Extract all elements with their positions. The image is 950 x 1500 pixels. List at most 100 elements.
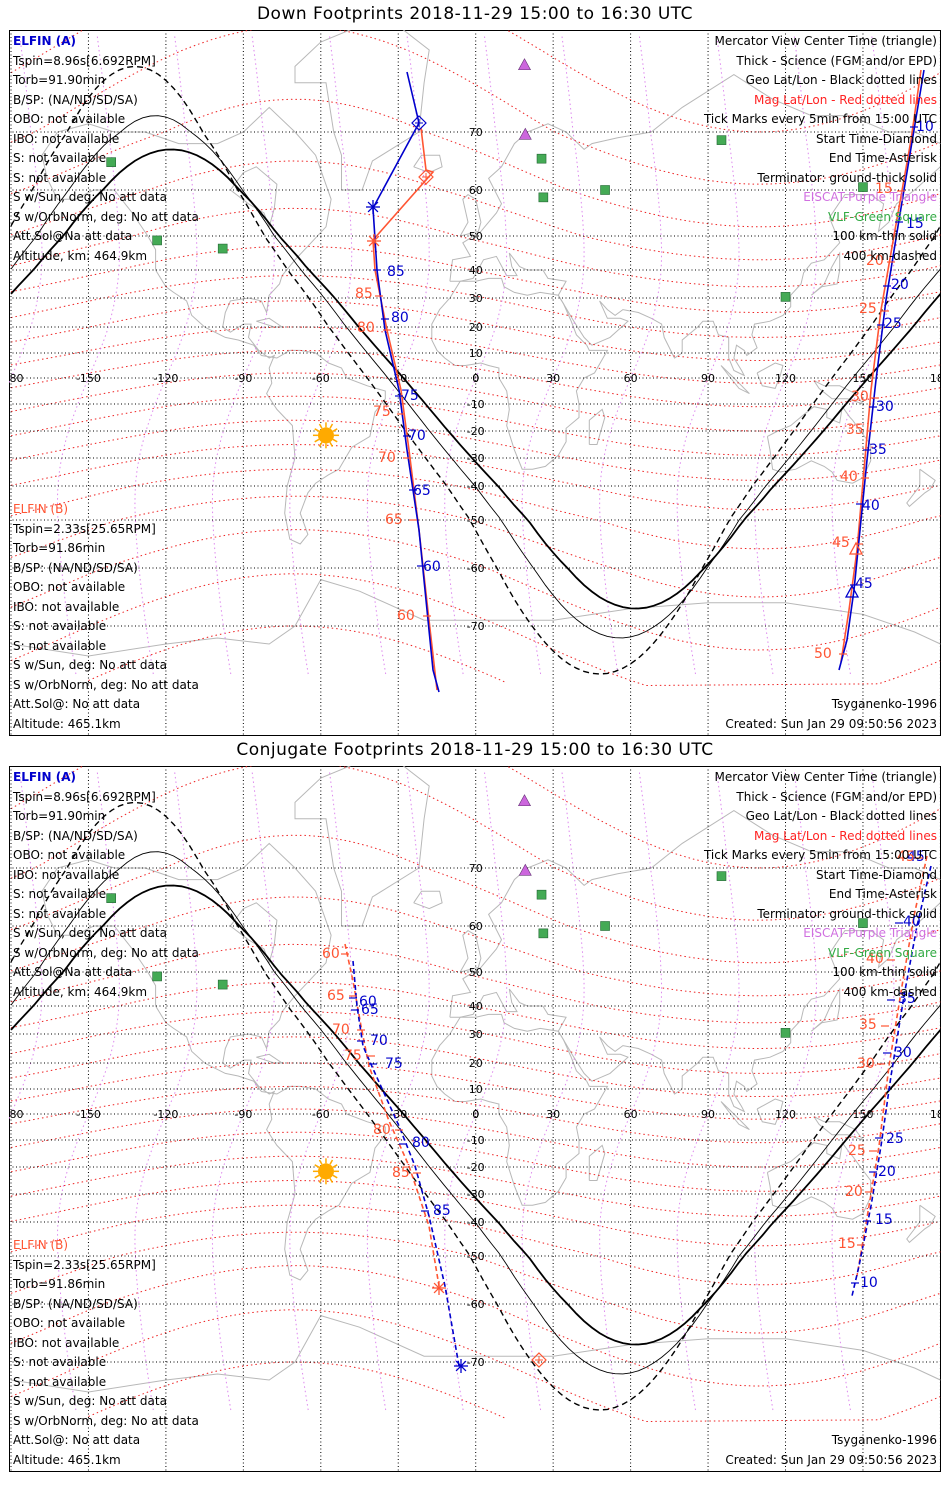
mag-lon-line [753, 769, 818, 1411]
legend-line: EISCAT-Purple Triangle [803, 926, 937, 940]
mag-lon-line [444, 33, 508, 675]
lat-tick-label: 40 [469, 1000, 483, 1013]
elfin-a-track-atlantic [372, 71, 440, 693]
track-time-label: 10 [916, 119, 934, 135]
vlf-square-icon [780, 292, 791, 302]
coastline [449, 810, 941, 1018]
track-time-label: 75 [373, 404, 391, 420]
track-time-label: 30 [894, 1045, 912, 1061]
lon-tick-label: 30 [546, 372, 560, 385]
track-time-label: 40 [903, 914, 921, 930]
legend-line: Start Time-Diamond [815, 867, 937, 882]
track-time-label: 45 [832, 535, 850, 551]
elfin-a-line: IBO: not available [13, 131, 120, 146]
coastline [413, 890, 443, 910]
coastline [431, 1013, 609, 1206]
vlf-square-icon [600, 185, 610, 195]
coastline [766, 1141, 872, 1220]
sun-ray [329, 423, 334, 429]
elfin-a-line: OBO: not available [13, 112, 126, 126]
coastline [906, 1204, 936, 1244]
legend-line: Tick Marks every 5min from 15:00 UTC [703, 112, 937, 126]
asterisk-stroke [433, 1282, 445, 1294]
track-time-label: 30 [876, 399, 894, 415]
elfin-a-line: Tspin=8.96s[6.692RPM] [13, 789, 156, 804]
eiscat-triangle-icon [517, 58, 532, 71]
mag-lat-line [10, 529, 941, 651]
mag-lat-line [10, 349, 941, 408]
lat-tick-label: 10 [469, 347, 483, 360]
lon-tick-label: -150 [76, 1108, 101, 1121]
elfin-a-line: Att.Sol@Na att data [13, 229, 133, 243]
elfin-b-line: S w/Sun, deg: No att data [13, 1394, 167, 1408]
elfin-b-line: S w/OrbNorm, deg: No att data [13, 1413, 199, 1428]
track-time-label: 70 [332, 1022, 350, 1038]
sun-icon [317, 427, 334, 444]
track-time-label: 15 [838, 1236, 856, 1252]
elfin-a-heading: ELFIN (A) [13, 770, 76, 784]
coastline [41, 842, 386, 1281]
sun-ray [332, 438, 338, 443]
track-time-label: 85 [387, 264, 405, 280]
lon-tick-label: 120 [775, 1108, 796, 1121]
panel-title: Down Footprints 2018-11-29 15:00 to 16:3… [256, 4, 694, 24]
legend-line: 400 km-dashed [843, 248, 937, 263]
mag-lat-line [10, 160, 941, 261]
model-label: Tsyganenko-1996 [831, 697, 937, 711]
mag-lat-line [10, 766, 941, 921]
track-time-label: 75 [344, 1048, 362, 1064]
down-footprints-map: -180-150-120-90-60-300306090120150180706… [9, 30, 941, 736]
mag-lon-line [9, 769, 43, 1121]
elfin-a-line: S: not available [13, 887, 107, 901]
coastline [449, 74, 941, 282]
sun-ray [329, 441, 334, 447]
elfin-a-line: S: not available [13, 170, 107, 185]
map-legend: Mercator View Center Time (triangle) Thi… [704, 768, 937, 1002]
track-time-label: 30 [851, 389, 869, 405]
mag-lon-line [366, 769, 430, 1411]
mag-lon-line [56, 33, 120, 675]
asterisk-stroke [455, 1360, 467, 1372]
elfin-b-track-atlantic [344, 943, 440, 1287]
triangle-outline [844, 584, 860, 598]
elfin-a-track-pacific [838, 69, 925, 671]
mag-lon-line [753, 33, 818, 675]
track-time-label: 25 [884, 316, 902, 332]
track-time-label: 70 [370, 1033, 388, 1049]
sun-ray [332, 1164, 338, 1168]
elfin-b-line: B/SP: (NA/ND/SD/SA) [13, 560, 138, 575]
mag-lat-line [10, 1265, 941, 1387]
mag-lon-line [831, 769, 895, 1411]
legend-line: 400 km-dashed [843, 984, 937, 999]
map-canvas: -180-150-120-90-60-300306090120150180706… [9, 766, 941, 1472]
coastline [459, 929, 482, 973]
elfin-b-line: Att.Sol@: No att data [13, 697, 141, 711]
lat-tick-label: -50 [467, 514, 485, 527]
mag-lon-line [444, 769, 508, 1411]
elfin-a-line: Altitude, km: 464.9km [13, 248, 148, 263]
legend-line: Mercator View Center Time (triangle) [714, 34, 937, 48]
lon-tick-label: 150 [852, 1108, 873, 1121]
legend-line: VLF-Green Square [828, 945, 937, 960]
lat-tick-label: -30 [467, 1188, 485, 1201]
lon-tick-label: 180 [930, 372, 941, 385]
mag-lat-line [10, 30, 941, 133]
track-time-label: 85 [355, 286, 373, 302]
elfin-a-line: IBO: not available [13, 867, 120, 882]
elfin-a-line: Torb=91.90min [13, 809, 106, 823]
elfin-b-line: Torb=91.86min [13, 541, 106, 555]
elfin-a-line: S: not available [13, 906, 107, 921]
end-asterisk-icon [366, 200, 380, 214]
track-time-label: 65 [327, 988, 345, 1004]
legend-line: 100 km-thin solid [832, 229, 937, 243]
coastline [294, 30, 430, 191]
lat-tick-label: 50 [469, 230, 483, 243]
lat-tick-label: 70 [469, 862, 483, 875]
asterisk-stroke [367, 201, 379, 213]
mag-lat-line [10, 300, 941, 362]
lat-tick-label: -50 [467, 1250, 485, 1263]
lon-tick-label: 120 [775, 372, 796, 385]
track-time-label: 25 [859, 301, 877, 317]
panel-title: Conjugate Footprints 2018-11-29 15:00 to… [236, 740, 714, 760]
lon-tick-label: 0 [472, 1108, 479, 1121]
